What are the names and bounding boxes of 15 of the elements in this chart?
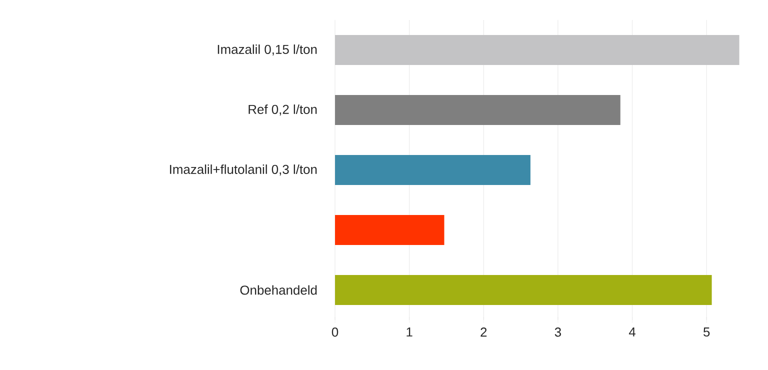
- bar: [335, 155, 530, 185]
- y-tick-label: Ref 0,2 l/ton: [248, 104, 317, 116]
- y-tick-label: Imazalil+flutolanil 0,3 l/ton: [170, 164, 317, 176]
- x-tick-label: 1: [406, 328, 412, 336]
- x-tick-label: 4: [628, 328, 636, 336]
- bar: [335, 215, 444, 246]
- x-tick-label: 5: [703, 328, 710, 337]
- x-tick-label: 2: [480, 328, 487, 337]
- x-tick-label: 3: [554, 328, 561, 337]
- y-tick-label: Onbehandeld: [240, 285, 317, 295]
- x-tick-label: 0: [332, 328, 338, 337]
- bar: [335, 35, 740, 65]
- bar: [335, 95, 620, 125]
- y-tick-label: Imazalil 0,15 l/ton: [218, 44, 317, 56]
- bar: [335, 275, 712, 306]
